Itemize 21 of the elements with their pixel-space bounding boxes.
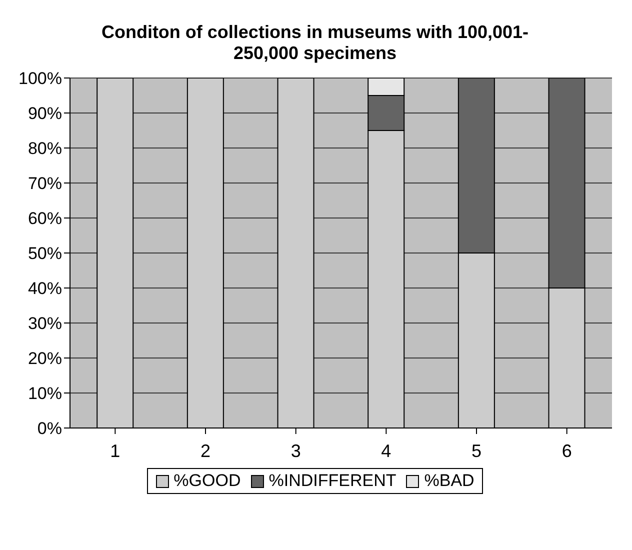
y-tick-label: 60% (28, 209, 62, 228)
x-tick-label: 4 (381, 440, 392, 461)
y-tick-label: 80% (28, 139, 62, 158)
y-tick-label: 0% (37, 419, 62, 438)
legend-label: %BAD (423, 471, 474, 491)
x-tick-label: 1 (110, 440, 120, 461)
y-tick-label: 100% (18, 69, 62, 88)
y-tick-label: 10% (28, 384, 62, 404)
legend-label: %GOOD (172, 471, 241, 491)
y-tick-label: 20% (28, 349, 62, 368)
y-tick-label: 40% (28, 279, 62, 298)
x-tick-label: 6 (562, 440, 572, 461)
legend-label: %INDIFFERENT (268, 471, 396, 491)
y-tick-label: 70% (28, 174, 62, 194)
x-tick-label: 3 (290, 440, 301, 461)
x-tick-label: 2 (200, 440, 211, 461)
x-tick-label: 5 (471, 440, 482, 461)
y-tick-label: 50% (28, 244, 62, 264)
chart-title: Conditon of collections in museums with 100,001-250,000 specimens (100, 21, 530, 65)
y-tick-label: 30% (28, 314, 62, 334)
y-tick-label: 90% (28, 104, 62, 124)
